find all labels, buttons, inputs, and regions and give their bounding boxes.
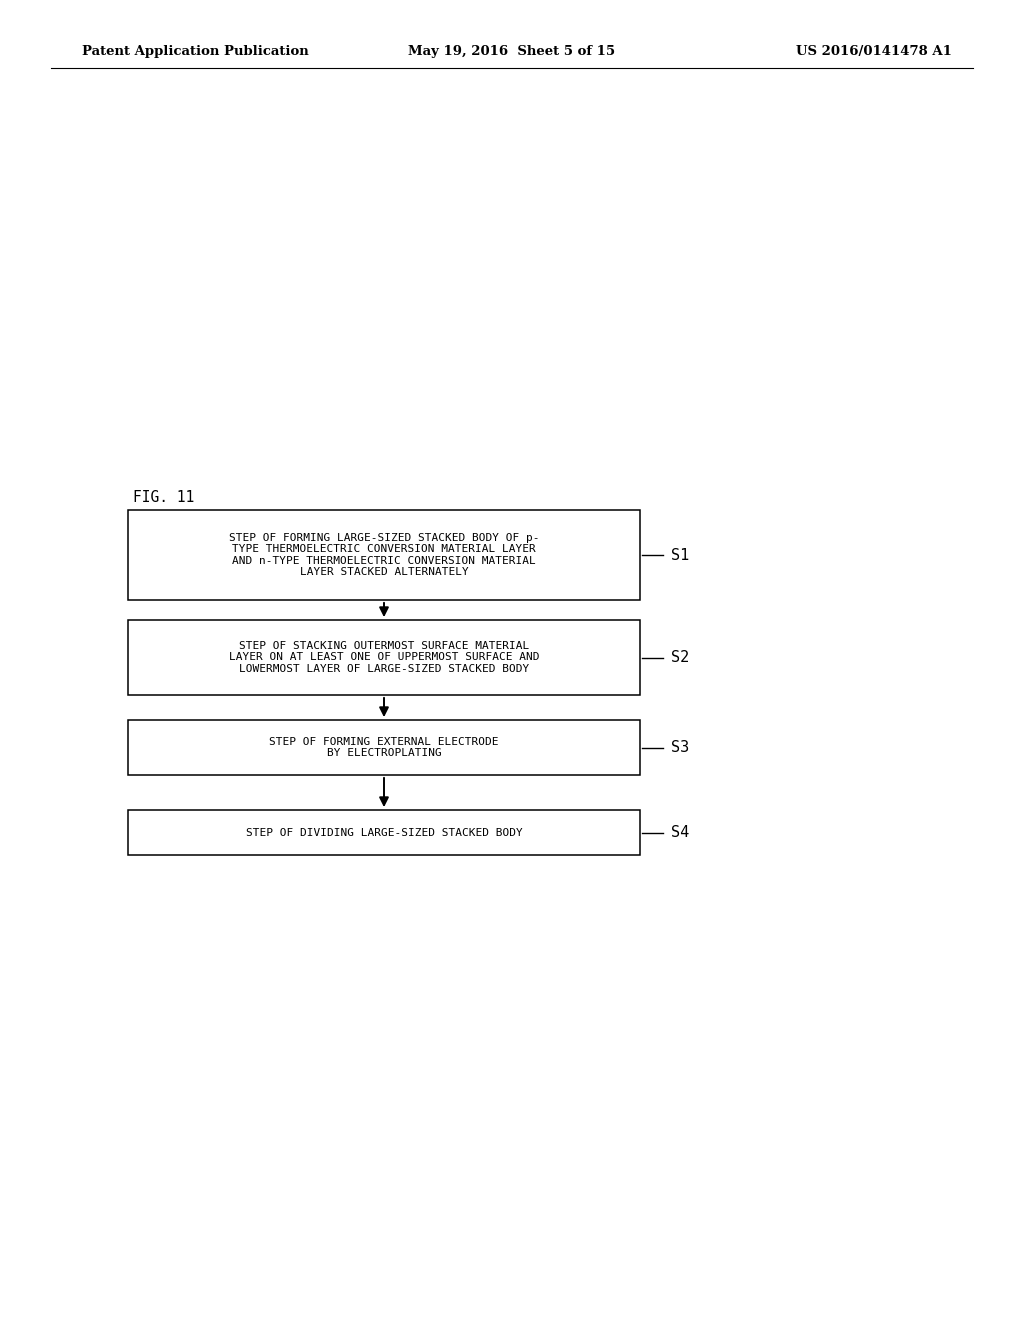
Text: STEP OF FORMING EXTERNAL ELECTRODE
BY ELECTROPLATING: STEP OF FORMING EXTERNAL ELECTRODE BY EL… [269,737,499,758]
Text: FIG. 11: FIG. 11 [133,490,195,506]
Bar [128,719,640,775]
Text: Patent Application Publication: Patent Application Publication [82,45,308,58]
Text: STEP OF STACKING OUTERMOST SURFACE MATERIAL
LAYER ON AT LEAST ONE OF UPPERMOST S: STEP OF STACKING OUTERMOST SURFACE MATER… [228,642,540,675]
Bar [128,810,640,855]
Text: S2: S2 [671,649,689,665]
Bar [128,510,640,601]
Text: S4: S4 [671,825,689,840]
Text: May 19, 2016  Sheet 5 of 15: May 19, 2016 Sheet 5 of 15 [409,45,615,58]
Text: US 2016/0141478 A1: US 2016/0141478 A1 [797,45,952,58]
Text: STEP OF FORMING LARGE-SIZED STACKED BODY OF p-
TYPE THERMOELECTRIC CONVERSION MA: STEP OF FORMING LARGE-SIZED STACKED BODY… [228,532,540,577]
Text: STEP OF DIVIDING LARGE-SIZED STACKED BODY: STEP OF DIVIDING LARGE-SIZED STACKED BOD… [246,828,522,837]
Bar [128,620,640,696]
Text: S3: S3 [671,741,689,755]
Text: S1: S1 [671,548,689,562]
